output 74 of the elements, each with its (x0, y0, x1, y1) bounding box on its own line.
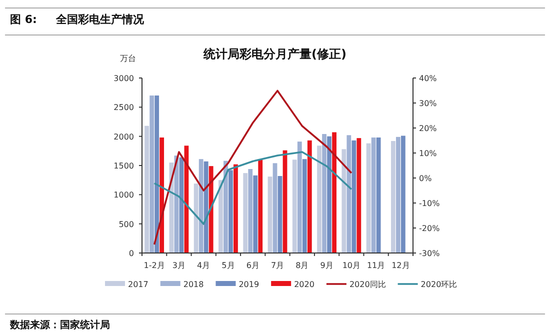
bar (352, 140, 356, 253)
bar (204, 161, 208, 253)
bar (322, 134, 326, 253)
bar (346, 135, 352, 253)
bar (307, 140, 312, 253)
bar (208, 166, 214, 253)
bar (160, 138, 164, 253)
x-tick-label: 4月 (197, 261, 210, 270)
x-tick-label: 3月 (172, 261, 186, 270)
x-tick-label: 11月 (366, 261, 386, 270)
bar (400, 136, 406, 253)
bar (297, 142, 302, 253)
bar (371, 138, 376, 253)
y-tick-label: 500 (118, 220, 134, 229)
bar (292, 160, 297, 253)
bar (144, 126, 150, 253)
y2-tick-label: -10% (419, 199, 440, 208)
x-tick-label: 7月 (270, 261, 284, 270)
bar (342, 149, 346, 253)
bar (198, 159, 204, 253)
text: 全国彩电生产情况 (55, 13, 145, 26)
legend-label: 2020 (294, 280, 314, 289)
bar (268, 176, 272, 253)
chart-title: 统计局彩电分月产量(修正) (202, 47, 346, 61)
bar (302, 159, 307, 253)
x-tick-label: 10月 (342, 261, 361, 270)
bar (327, 136, 332, 253)
legend-label: 2018 (183, 280, 204, 289)
y2-tick-label: 30% (419, 99, 438, 108)
bar (272, 163, 278, 253)
x-tick-label: 12月 (392, 261, 410, 270)
legend-label: 2019 (238, 280, 260, 289)
y-tick-label: 3000 (114, 74, 134, 83)
bar (228, 170, 233, 253)
bar (366, 143, 371, 253)
x-tick-label: 8月 (296, 261, 309, 270)
bar (253, 175, 258, 253)
bar (376, 138, 381, 253)
bar (224, 160, 228, 253)
legend-label: 2020同比 (349, 280, 386, 289)
source-note: 数据来源：国家统计局 (9, 319, 110, 331)
y-tick-label: 2500 (114, 103, 134, 112)
bar (234, 164, 238, 253)
y2-tick-label: 20% (419, 124, 438, 133)
legend-label: 2017 (128, 280, 148, 289)
y-tick-label: 1000 (114, 190, 134, 200)
x-tick-label: 5月 (222, 261, 235, 270)
y-tick-label: 2000 (114, 132, 134, 142)
bar (390, 141, 396, 253)
bar (332, 132, 336, 253)
bar (243, 173, 248, 253)
x-tick-label: 9月 (320, 261, 334, 270)
bar (248, 169, 253, 253)
y2-tick-label: 0% (419, 174, 432, 183)
bar (258, 159, 263, 253)
bar (150, 96, 154, 253)
bar (194, 184, 198, 253)
y2-tick-label: 10% (419, 149, 438, 158)
y2-tick-label: 40% (419, 74, 438, 83)
y2-tick-label: -30% (419, 249, 440, 258)
legend-label: 2020环比 (420, 280, 458, 289)
bar (218, 180, 223, 253)
y-tick-label: 1500 (114, 162, 134, 170)
bar (356, 138, 362, 253)
y2-tick-label: -20% (419, 224, 440, 233)
y-axis-title: 万台 (120, 54, 136, 63)
bar (278, 176, 282, 253)
y-tick-label: 0 (128, 249, 134, 258)
bar (317, 146, 322, 253)
caption: 图 6: (10, 13, 37, 26)
bar (396, 136, 400, 253)
bar (154, 96, 160, 253)
x-tick-label: 6月 (246, 261, 260, 270)
x-tick-label: 1-2月 (144, 261, 165, 270)
